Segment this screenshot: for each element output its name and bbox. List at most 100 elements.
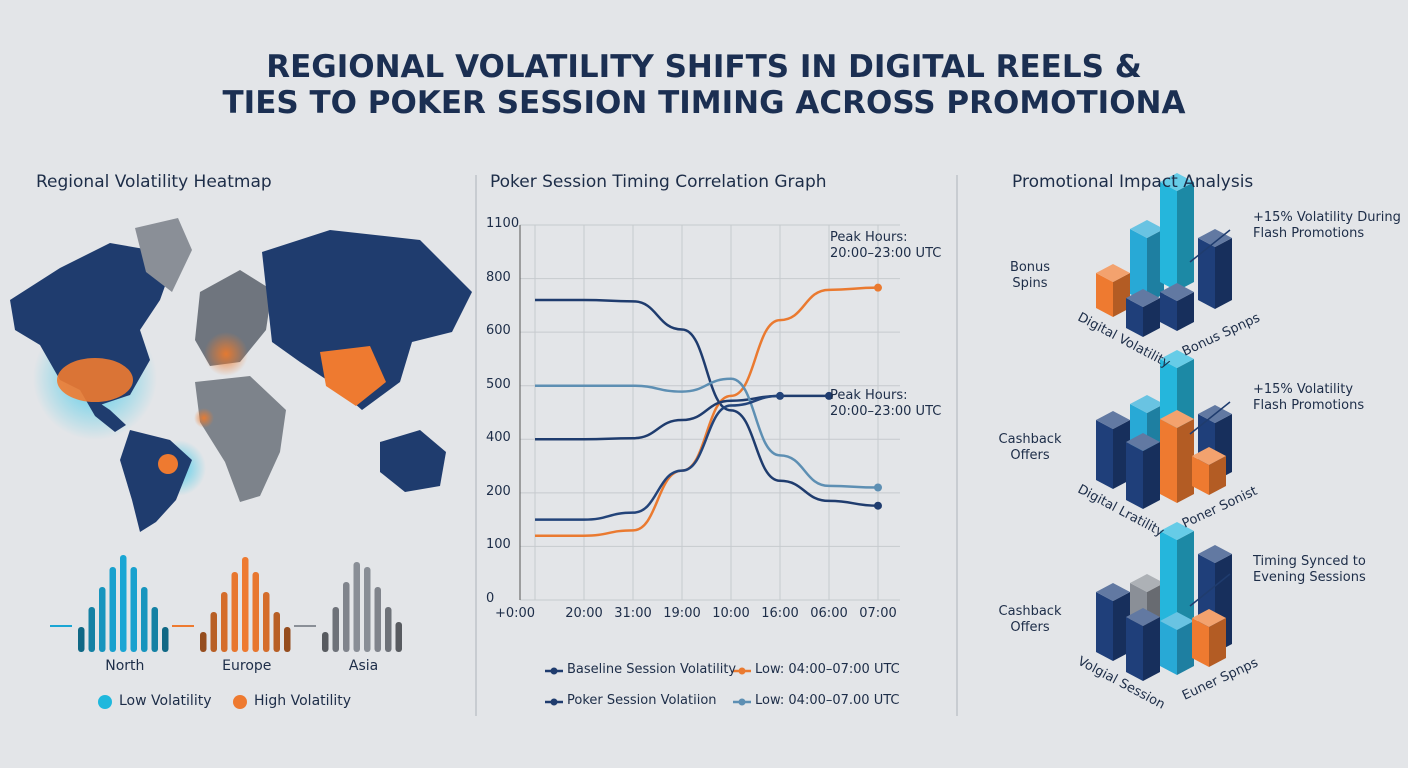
x-tick-label: 10:00 xyxy=(712,606,750,621)
bar-face xyxy=(1198,238,1215,309)
bar xyxy=(141,587,148,652)
end-dot xyxy=(776,391,784,400)
y-tick-label: 800 xyxy=(486,269,511,285)
bar xyxy=(231,572,238,652)
bar-face xyxy=(1160,292,1177,331)
series-line xyxy=(535,394,781,521)
bar-3d xyxy=(1160,612,1194,675)
series-line xyxy=(534,298,879,507)
legend-swatch xyxy=(738,667,746,675)
bar xyxy=(263,592,270,652)
bar-3d xyxy=(1198,229,1232,309)
bar xyxy=(210,612,217,652)
bar-face xyxy=(1143,617,1160,681)
bar-face xyxy=(1177,182,1194,291)
bar-face xyxy=(1096,411,1130,429)
bar-face xyxy=(1160,410,1194,428)
y-tick-label: 600 xyxy=(486,323,511,339)
bar-3d xyxy=(1126,433,1160,509)
bar xyxy=(374,587,381,652)
bar-face xyxy=(1160,173,1194,191)
bar-face xyxy=(1096,264,1130,282)
annotation: Timing Synced to Evening Sessions xyxy=(1253,554,1366,586)
end-dot xyxy=(874,283,882,292)
x-tick-label: 20:00 xyxy=(565,606,603,621)
bar-face xyxy=(1192,456,1209,495)
x-tick-label: 16:00 xyxy=(761,606,799,621)
leader-line xyxy=(1189,229,1231,263)
bar-face xyxy=(1126,433,1160,451)
series-line xyxy=(534,377,879,489)
bar-face xyxy=(1160,419,1177,503)
legend-label: Poker Session Volatiion xyxy=(567,693,717,708)
bar xyxy=(273,612,280,652)
legend-label: Low: 04:00–07.00 UTC xyxy=(755,693,900,708)
region-label: Europe xyxy=(222,658,272,674)
end-dot xyxy=(874,501,882,510)
bar xyxy=(322,632,329,652)
bar-face xyxy=(1113,273,1130,317)
world-map xyxy=(10,218,472,532)
bar-face xyxy=(1192,618,1209,667)
y-tick-label: 400 xyxy=(486,430,511,446)
bar xyxy=(364,567,371,652)
legend-label: Baseline Session Volatility xyxy=(567,662,737,677)
bar-face xyxy=(1192,609,1226,627)
leader-line xyxy=(1189,573,1231,607)
y-tick-label: 0 xyxy=(486,591,495,606)
bar-3d xyxy=(1096,264,1130,317)
title: TIES TO POKER SESSION TIMING ACROSS PROM… xyxy=(222,85,1186,121)
bar-3d xyxy=(1096,411,1130,489)
bar-face xyxy=(1113,420,1130,489)
region-label: North xyxy=(105,658,145,674)
land xyxy=(120,430,192,532)
bar-face xyxy=(1177,531,1194,635)
bar-face xyxy=(1198,545,1232,563)
bar-face xyxy=(1215,238,1232,309)
bar-face xyxy=(1130,574,1164,592)
bar-face xyxy=(1130,220,1164,238)
panel-title: Regional Volatility Heatmap xyxy=(36,172,272,192)
bar-face xyxy=(1177,419,1194,503)
panel-title: Poker Session Timing Correlation Graph xyxy=(490,172,827,192)
x-tick-label: 06:00 xyxy=(810,606,848,621)
legend-label: High Volatility xyxy=(254,693,352,709)
region-highlight xyxy=(158,454,178,474)
region-highlight xyxy=(57,358,133,402)
legend-swatch xyxy=(98,695,112,709)
bar-3d xyxy=(1160,410,1194,503)
bar xyxy=(343,582,350,652)
bar xyxy=(120,555,127,652)
bar xyxy=(130,567,137,652)
bar xyxy=(385,607,392,652)
land xyxy=(262,230,472,410)
series-line xyxy=(534,286,879,537)
bar-face xyxy=(1126,289,1160,307)
bar-3d xyxy=(1130,220,1164,303)
bar-face xyxy=(1192,447,1226,465)
bar-face xyxy=(1126,617,1143,681)
glow xyxy=(194,408,214,428)
bar-face xyxy=(1147,229,1164,303)
bar-face xyxy=(1177,621,1194,675)
legend-swatch xyxy=(233,695,247,709)
bar xyxy=(395,622,402,652)
bar xyxy=(284,627,291,652)
bar-face xyxy=(1160,612,1194,630)
bar-face xyxy=(1130,229,1147,303)
y-tick-label: 200 xyxy=(486,483,511,499)
bar-face xyxy=(1160,522,1194,540)
bar-face xyxy=(1160,531,1177,635)
bar-face xyxy=(1209,618,1226,667)
bar xyxy=(109,567,116,652)
bar-face xyxy=(1160,283,1194,301)
legend-swatch xyxy=(550,698,558,706)
bar xyxy=(99,587,106,652)
bar-face xyxy=(1096,273,1113,317)
bar-face xyxy=(1113,592,1130,661)
region-highlight xyxy=(320,346,386,406)
bar-face xyxy=(1096,583,1130,601)
bar xyxy=(221,592,228,652)
bar-face xyxy=(1198,229,1232,247)
